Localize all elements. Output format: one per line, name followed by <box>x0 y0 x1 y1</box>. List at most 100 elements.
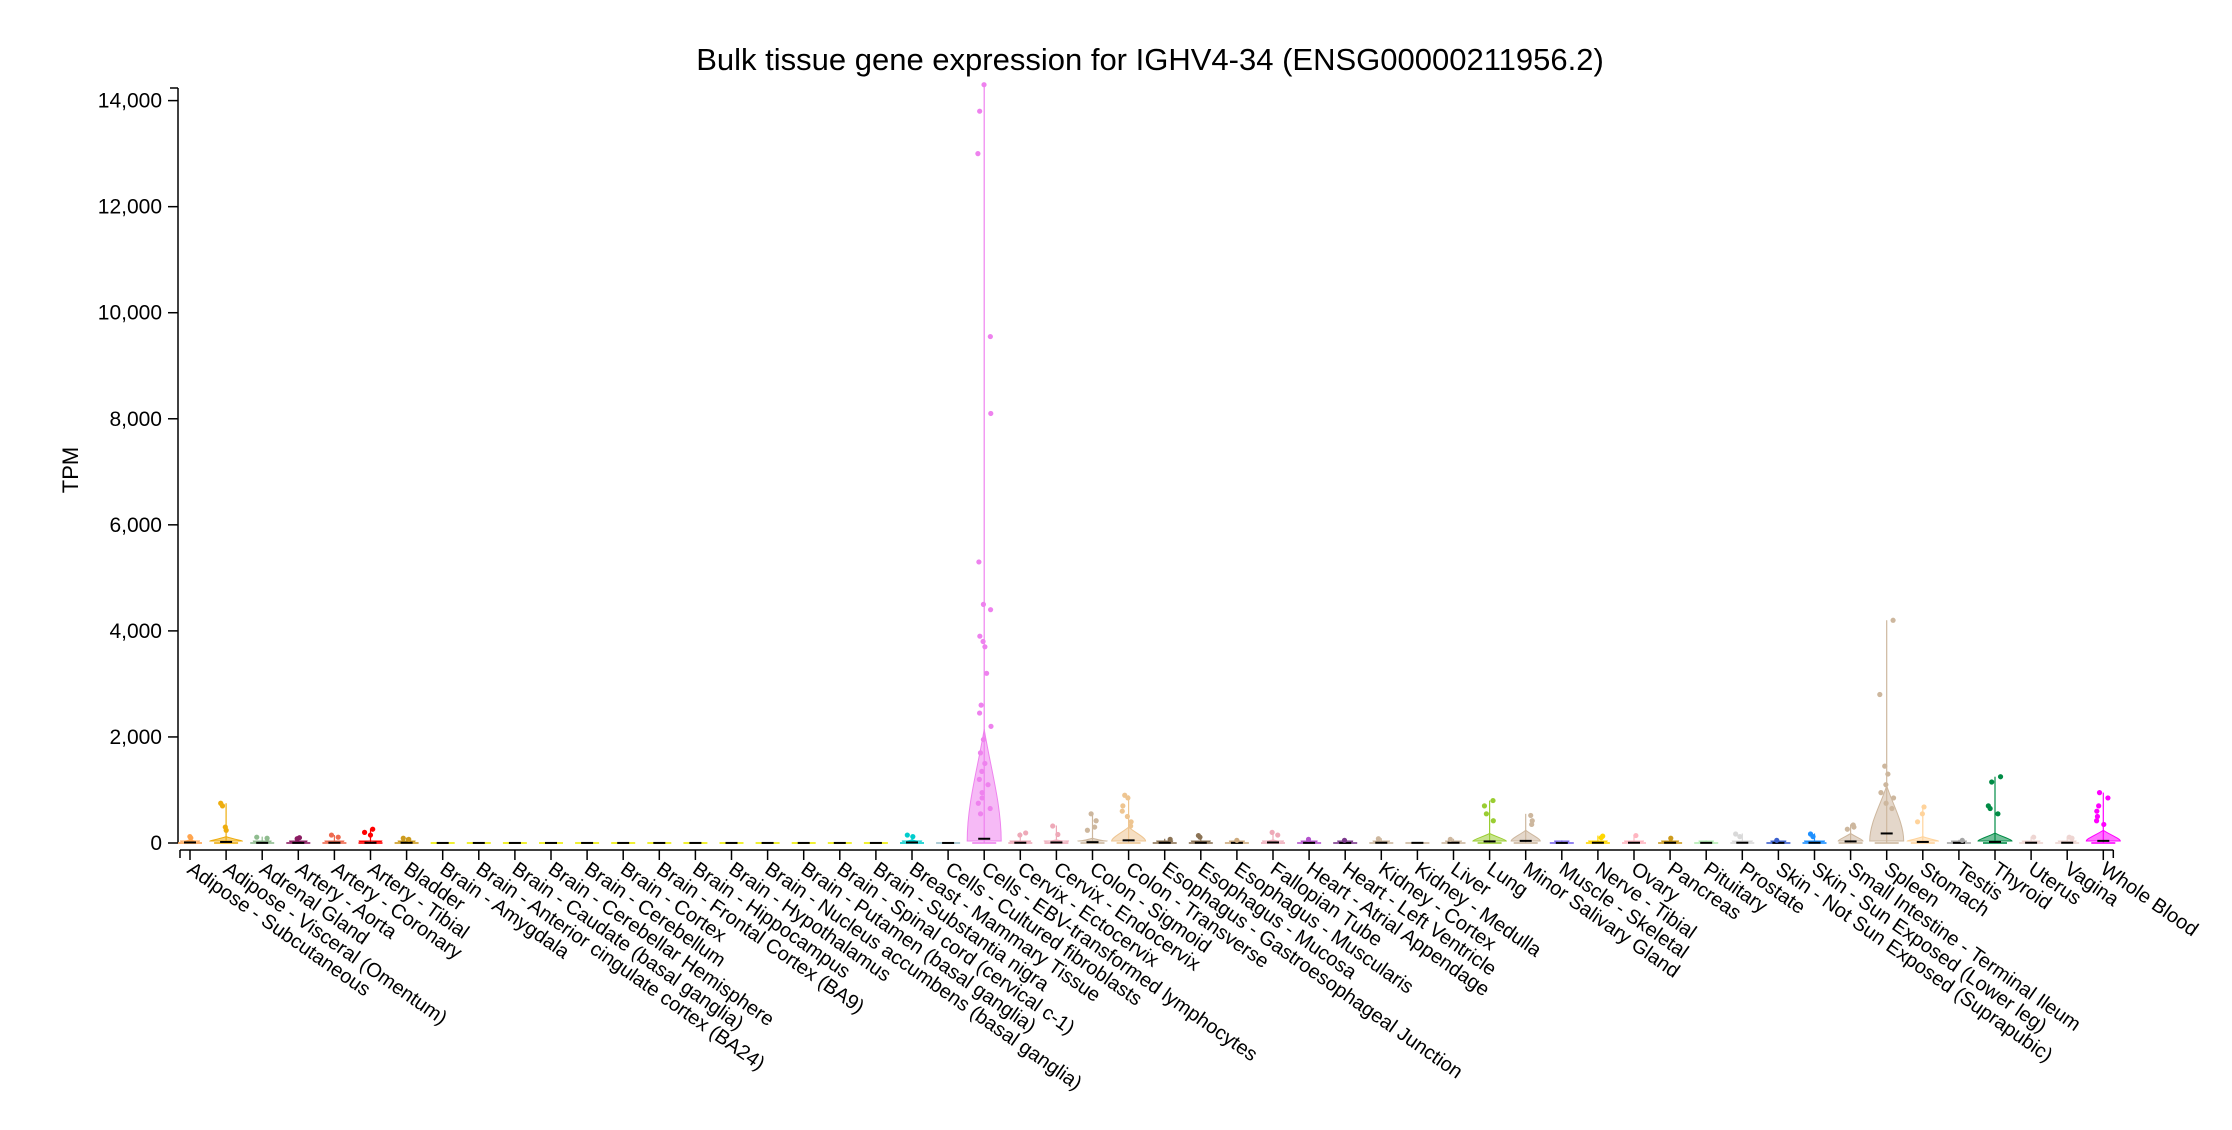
outlier-point <box>1167 836 1173 842</box>
violin-group <box>1441 836 1466 844</box>
violin-group <box>1369 836 1394 844</box>
outlier-point <box>1269 829 1275 835</box>
outlier-point <box>1088 811 1094 817</box>
outlier-point <box>2093 818 2100 824</box>
violin-group <box>1549 840 1574 844</box>
violin-group <box>1694 840 1719 844</box>
violin-group <box>1869 617 1905 844</box>
violin-group <box>1946 837 1971 844</box>
outlier-point <box>987 805 993 812</box>
y-tick-label: 12,000 <box>98 196 162 219</box>
violin-body <box>1077 837 1108 842</box>
violin-body <box>1869 784 1905 842</box>
violin-group <box>322 832 347 844</box>
y-tick-label: 0 <box>150 832 162 855</box>
outlier-point <box>980 601 987 607</box>
violin-body <box>358 840 383 843</box>
outlier-point <box>2069 835 2075 841</box>
violin-group <box>1585 833 1610 844</box>
violin-body <box>2085 829 2121 842</box>
violin-group <box>286 835 311 844</box>
outlier-point <box>1093 818 1099 824</box>
outlier-point <box>979 790 985 796</box>
outlier-point <box>1844 826 1850 832</box>
outlier-point <box>1120 803 1126 809</box>
violin-body <box>1837 832 1864 842</box>
outlier-point <box>361 829 368 835</box>
outlier-point <box>1987 805 1993 812</box>
violin-group <box>1224 837 1249 844</box>
outlier-point <box>2094 813 2101 820</box>
outlier-point <box>1375 836 1382 842</box>
violin-group <box>1261 829 1285 844</box>
outlier-point <box>406 836 412 842</box>
outlier-point <box>982 760 988 767</box>
outlier-point <box>1119 808 1125 814</box>
outlier-point <box>1305 836 1312 842</box>
outlier-point <box>1017 832 1023 838</box>
violin-group <box>1188 832 1213 844</box>
outlier-point <box>984 670 990 676</box>
outlier-point <box>2096 803 2102 809</box>
outlier-point <box>1490 818 1496 824</box>
outlier-point <box>1885 771 1891 777</box>
outlier-point <box>975 800 981 806</box>
outlier-point <box>264 835 270 841</box>
outlier-point <box>1197 834 1203 840</box>
y-tick-label: 14,000 <box>98 90 162 113</box>
violin-group <box>1622 832 1646 844</box>
outlier-point <box>1737 834 1743 840</box>
outlier-point <box>1995 811 2001 817</box>
violin-group <box>1152 836 1177 844</box>
outlier-point <box>987 607 994 613</box>
y-axis-label: TPM <box>58 447 83 493</box>
outlier-point <box>977 108 983 114</box>
violin-body <box>1111 826 1147 842</box>
outlier-point <box>976 776 982 782</box>
y-tick-label: 2,000 <box>109 726 162 749</box>
violin-group <box>1730 831 1755 844</box>
outlier-point <box>1921 804 1927 810</box>
outlier-point <box>1490 797 1496 804</box>
violin-group <box>1077 811 1108 844</box>
outlier-point <box>975 151 981 157</box>
outlier-point <box>1882 763 1888 769</box>
violin-body <box>1261 839 1285 842</box>
outlier-point <box>1890 795 1897 801</box>
violin-group <box>900 832 924 844</box>
outlier-point <box>1890 617 1896 623</box>
violin-body <box>1043 839 1070 842</box>
outlier-point <box>904 832 910 838</box>
outlier-point <box>1023 830 1029 836</box>
y-tick-label: 10,000 <box>98 302 162 325</box>
y-tick-label: 8,000 <box>109 408 162 431</box>
violin-body <box>179 839 201 842</box>
outlier-point <box>1481 803 1488 809</box>
outlier-point <box>1914 819 1921 825</box>
outlier-point <box>1810 834 1816 840</box>
violin-group <box>1333 837 1358 844</box>
outlier-point <box>977 811 984 817</box>
outlier-point <box>1774 837 1780 843</box>
outlier-point <box>1341 837 1348 843</box>
outlier-point <box>328 832 335 838</box>
outlier-point <box>1633 832 1639 839</box>
outlier-point <box>1598 835 1604 841</box>
outlier-point <box>1234 837 1240 843</box>
violin-group <box>1837 822 1864 844</box>
outlier-point <box>1877 691 1883 698</box>
outlier-point <box>982 644 988 650</box>
violin-group <box>1977 774 2013 844</box>
outlier-point <box>976 559 982 565</box>
violin-group <box>1297 836 1322 844</box>
violin-group <box>2055 834 2080 844</box>
outlier-point <box>367 832 374 838</box>
outlier-point <box>980 736 987 743</box>
violin-group <box>1008 830 1033 844</box>
outlier-point <box>1124 813 1130 820</box>
outlier-point <box>1125 795 1131 801</box>
outlier-point <box>988 723 994 729</box>
outlier-point <box>1092 824 1098 830</box>
